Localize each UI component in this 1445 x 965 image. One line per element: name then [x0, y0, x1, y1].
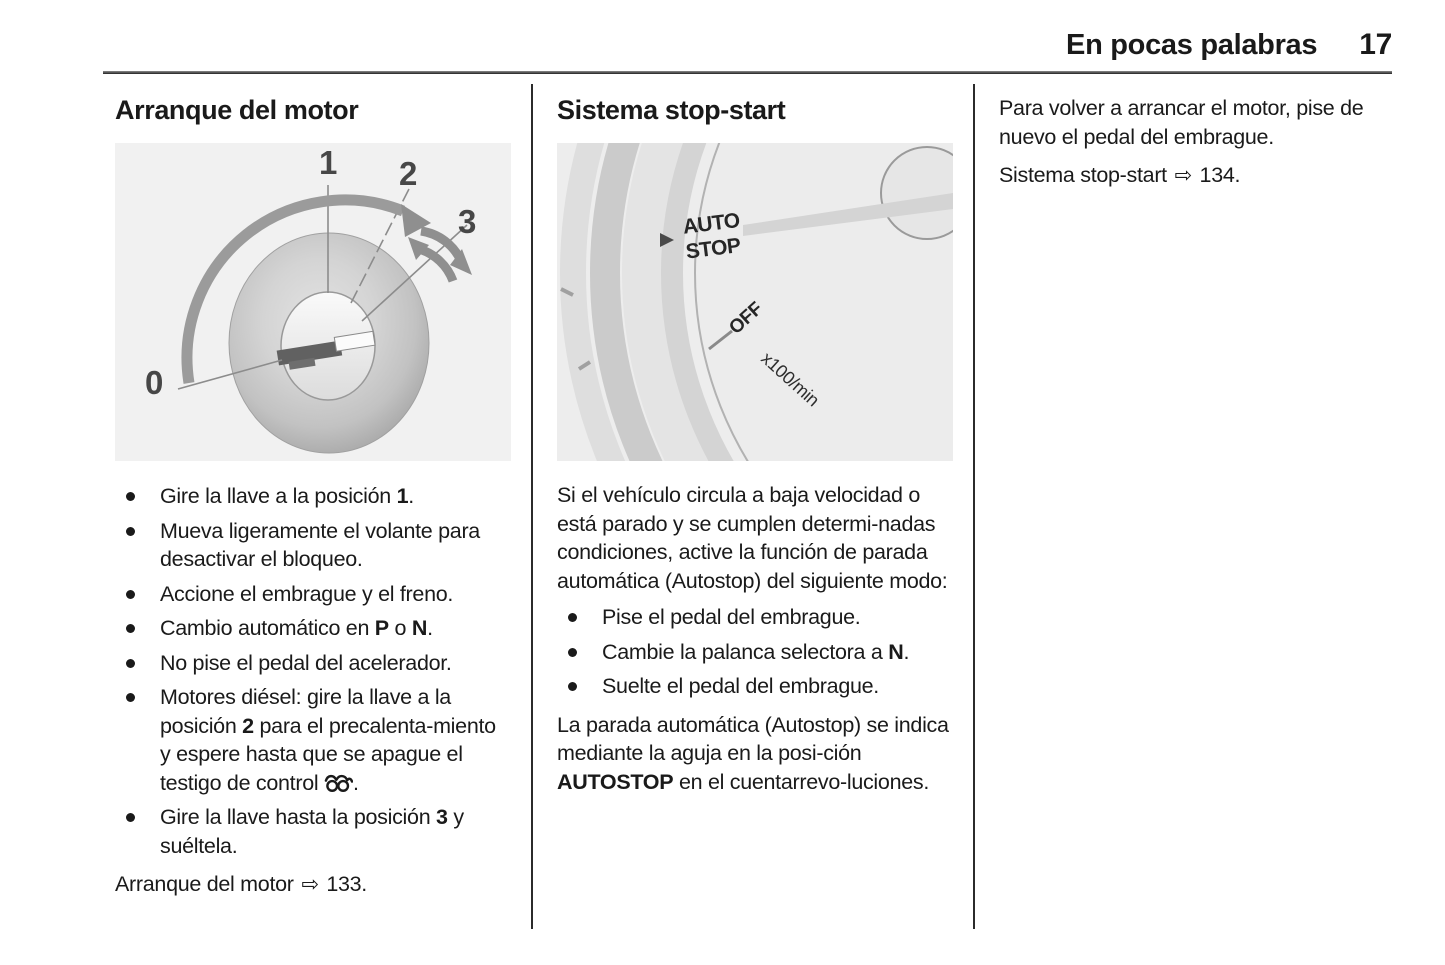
- paragraph-text: en el cuentarrevo-luciones.: [673, 769, 930, 794]
- autostop-tick-marker: [660, 233, 674, 247]
- step-text-bold: N: [888, 639, 904, 664]
- turn-arrow-head: [401, 204, 431, 237]
- tachometer-figure: AUTO STOP OFF x100/min: [557, 143, 953, 461]
- page-reference-arrow-icon: ⇨: [1174, 163, 1193, 187]
- column-stop-start: Sistema stop-start AU: [557, 94, 953, 796]
- list-item: Motores diésel: gire la llave a la posic…: [115, 683, 511, 797]
- rim-notches: [560, 287, 592, 371]
- step-text: o: [388, 616, 412, 640]
- step-text: para el precalenta-miento y espere hasta…: [160, 713, 496, 795]
- dial-rim-rings: [560, 143, 734, 461]
- list-item: Cambie la palanca selectora a N.: [557, 638, 953, 667]
- position-label-0: 0: [145, 364, 163, 401]
- column-divider: [531, 84, 533, 929]
- paragraph: Para volver a arrancar el motor, pise de…: [999, 96, 1364, 149]
- section-heading: Arranque del motor: [115, 95, 359, 125]
- glow-plug-indicator-icon: [324, 771, 354, 795]
- step-text-bold: 3: [436, 805, 448, 829]
- step-text: Mueva ligeramente el volante para desact…: [160, 518, 480, 572]
- paragraph: La parada automática (Autostop) se indic…: [557, 711, 953, 797]
- step-text-bold: 2: [242, 713, 254, 738]
- step-text: y suéltela.: [160, 805, 464, 858]
- step-text: Accione el embrague y el freno.: [160, 581, 454, 606]
- paragraph: Si el vehículo circula a baja velocidad …: [557, 483, 948, 593]
- column-restart-note: Para volver a arrancar el motor, pise de…: [999, 94, 1392, 190]
- page-number: 17: [1359, 28, 1392, 61]
- list-item: Suelte el pedal del embrague.: [557, 672, 953, 701]
- step-text: Gire la llave hasta la posición: [160, 805, 437, 829]
- list-item: Accione el embrague y el freno.: [115, 580, 511, 609]
- cross-reference: Arranque del motor ⇨ 133.: [115, 870, 511, 899]
- tachometer-illustration: AUTO STOP OFF x100/min: [557, 143, 953, 461]
- list-item: Gire la llave a la posición 1.: [115, 482, 511, 511]
- paragraph-text-bold: AUTOSTOP: [557, 769, 674, 794]
- step-text-bold: N: [411, 616, 428, 640]
- position-labels: 0 1 2 3: [145, 144, 476, 401]
- step-text: Cambie la palanca selectora a: [602, 639, 889, 664]
- step-text: Pise el pedal del embrague.: [602, 605, 861, 629]
- cross-reference-page: 134.: [1199, 163, 1241, 187]
- step-text: .: [408, 484, 414, 508]
- page-reference-arrow-icon: ⇨: [301, 872, 319, 896]
- cross-reference-label: Arranque del motor: [115, 872, 294, 896]
- step-text-bold: P: [374, 616, 389, 640]
- position-label-1: 1: [319, 144, 337, 181]
- ignition-switch-figure: 0 1 2 3: [115, 143, 511, 461]
- step-text: .: [903, 639, 910, 664]
- autostop-steps: Pise el pedal del embrague. Cambie la pa…: [557, 603, 953, 701]
- list-item: Mueva ligeramente el volante para desact…: [115, 517, 511, 574]
- cross-reference-page: 133.: [326, 872, 367, 896]
- page-header: En pocas palabras 17: [103, 28, 1392, 62]
- cross-reference: Sistema stop-start ⇨ 134.: [999, 161, 1392, 190]
- column-divider: [973, 84, 975, 929]
- list-item: Gire la llave hasta la posición 3 y suél…: [115, 803, 511, 860]
- position-label-2: 2: [399, 155, 417, 192]
- needle: [743, 193, 953, 236]
- header-rule: [103, 71, 1392, 74]
- step-text: Suelte el pedal del embrague.: [602, 674, 879, 698]
- position-label-3: 3: [458, 203, 476, 240]
- step-text: Motores diésel: gire la llave a la posic…: [160, 685, 451, 738]
- list-item: Cambio automático en P o N.: [115, 614, 511, 643]
- cross-reference-label: Sistema stop-start: [999, 163, 1167, 187]
- needle-hub: [880, 146, 953, 240]
- step-text-bold: 1: [396, 484, 409, 508]
- turn-arrow: [181, 194, 406, 384]
- page-title: En pocas palabras: [1066, 29, 1318, 61]
- list-item: Pise el pedal del embrague.: [557, 603, 953, 632]
- engine-start-steps: Gire la llave a la posición 1. Mueva lig…: [115, 482, 511, 860]
- step-text: .: [353, 770, 359, 795]
- step-text: Gire la llave a la posición: [160, 484, 397, 508]
- list-item: No pise el pedal del acelerador.: [115, 649, 511, 678]
- section-heading: Sistema stop-start: [557, 95, 786, 125]
- rotate-back-forth-arrows: [408, 226, 472, 283]
- column-engine-start: Arranque del motor: [115, 94, 511, 899]
- ignition-switch-illustration: 0 1 2 3: [115, 143, 511, 461]
- off-tick: [708, 329, 733, 351]
- step-text: .: [427, 616, 433, 640]
- step-text: Cambio automático en: [160, 616, 375, 640]
- step-text: No pise el pedal del acelerador.: [160, 650, 452, 675]
- paragraph-text: La parada automática (Autostop) se indic…: [557, 712, 949, 766]
- key-slot: [276, 330, 376, 370]
